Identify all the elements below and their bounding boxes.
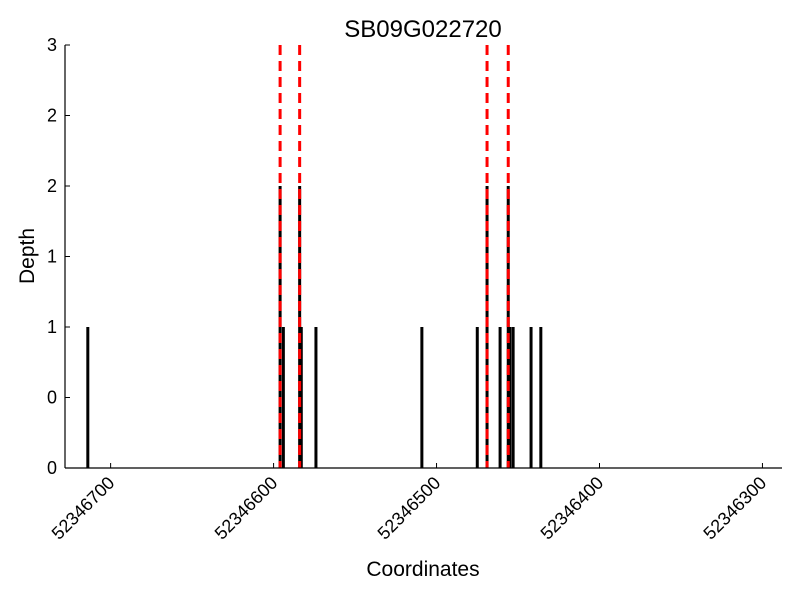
y-axis-label: Depth (16, 228, 39, 284)
y-tick-label: 2 (47, 106, 57, 126)
depth-bar (314, 327, 318, 468)
chart-title: SB09G022720 (344, 16, 501, 43)
depth-bar (508, 327, 512, 468)
x-axis-label: Coordinates (366, 558, 479, 581)
y-tick-label: 1 (47, 247, 57, 267)
depth-bars (86, 186, 543, 468)
depth-bar (86, 327, 90, 468)
depth-bar (539, 327, 543, 468)
depth-bar (511, 327, 515, 468)
y-tick-label: 2 (47, 176, 57, 196)
depth-bar (281, 327, 285, 468)
depth-bar (475, 327, 479, 468)
depth-bar (498, 327, 502, 468)
x-tick-label: 52346300 (699, 473, 770, 544)
axes (64, 45, 782, 469)
site-markers (278, 45, 510, 468)
y-tick-label: 3 (47, 35, 57, 55)
x-tick-label: 52346500 (374, 473, 445, 544)
x-tick-label: 52346600 (211, 473, 282, 544)
depth-bar (420, 327, 424, 468)
x-tick-label: 52346700 (48, 473, 119, 544)
y-ticks: 0 0 1 1 2 2 3 (47, 35, 70, 478)
depth-bar (299, 327, 303, 468)
y-tick-label: 0 (47, 458, 57, 478)
depth-bar (529, 327, 533, 468)
y-tick-label: 1 (47, 317, 57, 337)
x-tick-label: 52346400 (537, 473, 608, 544)
x-ticks: 52346700 52346600 52346500 52346400 52346300 (48, 463, 770, 544)
y-tick-label: 0 (47, 388, 57, 408)
